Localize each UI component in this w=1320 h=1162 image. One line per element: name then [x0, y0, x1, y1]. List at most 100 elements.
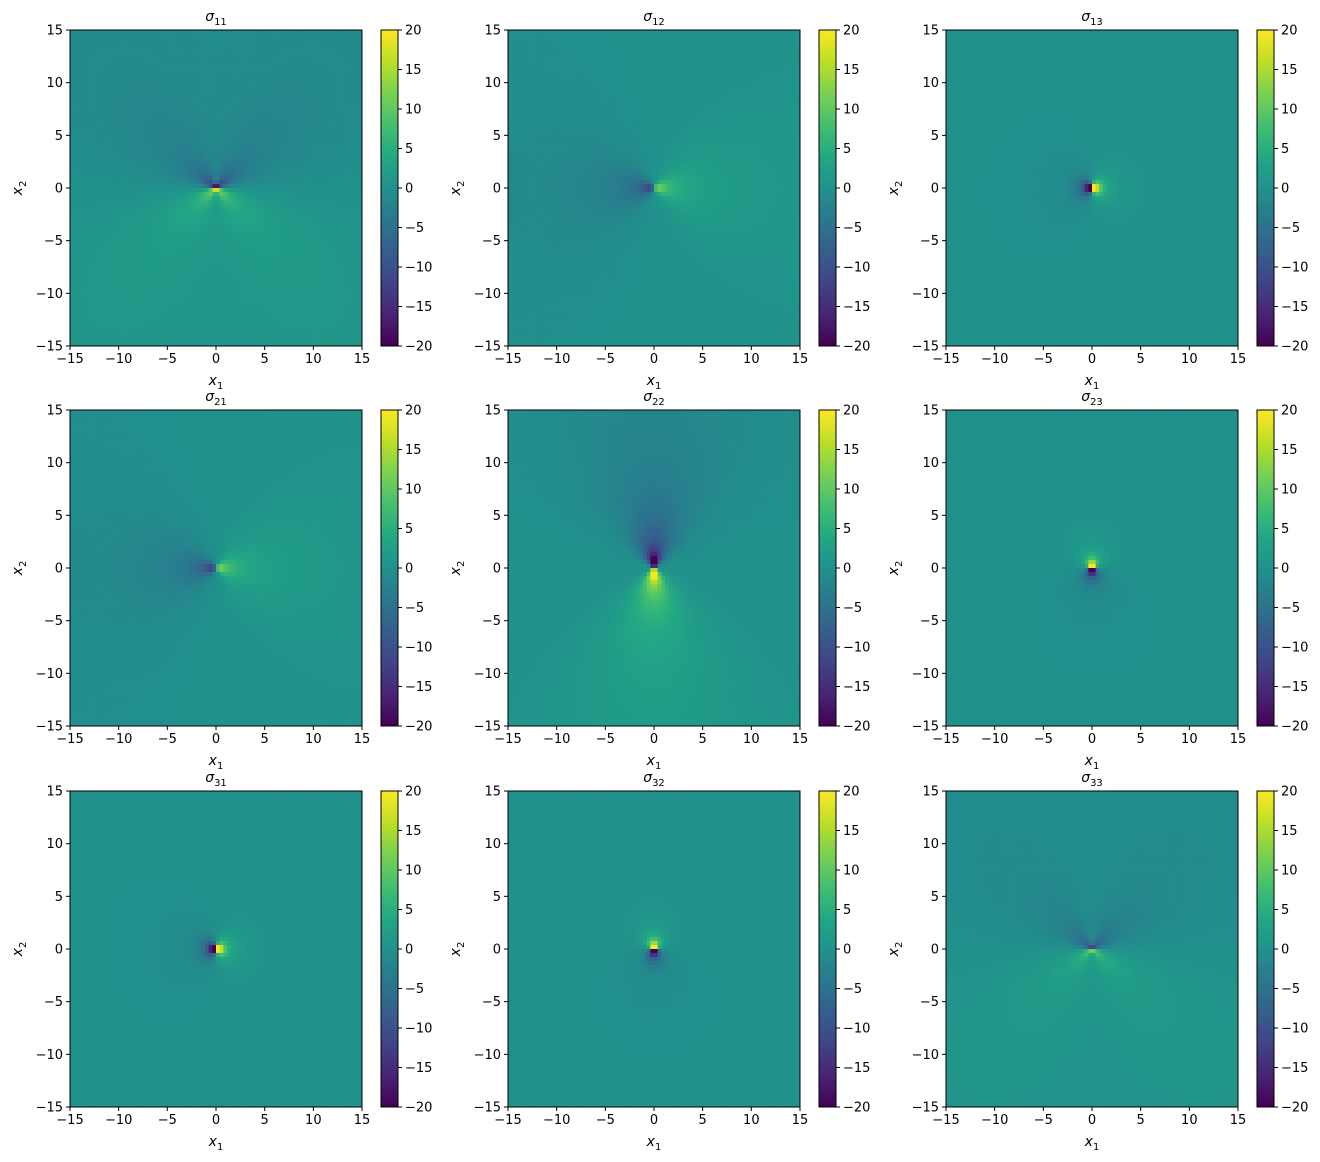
heatmap-cell	[216, 30, 220, 34]
heatmap-cell	[336, 97, 340, 101]
heatmap-cell	[216, 172, 220, 176]
heatmap-cell	[143, 156, 147, 160]
heatmap-cell	[318, 93, 322, 97]
heatmap-cell	[194, 176, 198, 180]
heatmap-cell	[326, 125, 330, 129]
heatmap-cell	[180, 176, 184, 180]
heatmap-cell	[81, 145, 85, 149]
heatmap-cell	[318, 141, 322, 145]
heatmap-cell	[70, 156, 74, 160]
heatmap-cell	[96, 30, 100, 34]
heatmap-cell	[110, 81, 114, 85]
heatmap-cell	[74, 141, 78, 145]
heatmap-cell	[311, 70, 315, 74]
heatmap-cell	[147, 34, 151, 38]
heatmap-cell	[172, 73, 176, 77]
heatmap-cell	[263, 117, 267, 121]
heatmap-cell	[260, 164, 264, 168]
heatmap-cell	[74, 137, 78, 141]
heatmap-cell	[322, 105, 326, 109]
heatmap-cell	[139, 109, 143, 113]
heatmap-cell	[158, 113, 162, 117]
heatmap-cell	[143, 73, 147, 77]
heatmap-cell	[238, 50, 242, 54]
heatmap-cell	[289, 172, 293, 176]
heatmap-cell	[340, 168, 344, 172]
heatmap-cell	[329, 149, 333, 153]
heatmap-cell	[355, 81, 359, 85]
heatmap-cell	[326, 30, 330, 34]
heatmap-cell	[88, 85, 92, 89]
heatmap-cell	[333, 113, 337, 117]
heatmap-cell	[209, 117, 213, 121]
heatmap-cell	[125, 42, 129, 46]
heatmap-cell	[311, 117, 315, 121]
heatmap-cell	[107, 160, 111, 164]
heatmap-cell	[267, 129, 271, 133]
heatmap-cell	[128, 101, 132, 105]
heatmap-cell	[187, 141, 191, 145]
heatmap-cell	[227, 109, 231, 113]
heatmap-cell	[190, 70, 194, 74]
heatmap-cell	[231, 152, 235, 156]
heatmap-cell	[347, 42, 351, 46]
heatmap-cell	[220, 172, 224, 176]
heatmap-cell	[304, 58, 308, 62]
heatmap-cell	[347, 34, 351, 38]
heatmap-cell	[311, 54, 315, 58]
heatmap-cell	[136, 97, 140, 101]
heatmap-cell	[161, 42, 165, 46]
heatmap-cell	[238, 156, 242, 160]
heatmap-cell	[220, 54, 224, 58]
heatmap-cell	[300, 81, 304, 85]
heatmap-cell	[183, 152, 187, 156]
heatmap-cell	[176, 34, 180, 38]
heatmap-cell	[285, 137, 289, 141]
heatmap-cell	[169, 42, 173, 46]
heatmap-cell	[300, 97, 304, 101]
heatmap-cell	[77, 133, 81, 137]
heatmap-cell	[333, 66, 337, 70]
heatmap-cell	[355, 101, 359, 105]
heatmap-cell	[169, 93, 173, 97]
heatmap-cell	[176, 121, 180, 125]
heatmap-cell	[121, 30, 125, 34]
heatmap-cell	[165, 145, 169, 149]
heatmap-cell	[187, 133, 191, 137]
heatmap-cell	[318, 50, 322, 54]
heatmap-cell	[99, 46, 103, 50]
heatmap-cell	[285, 66, 289, 70]
heatmap-cell	[172, 30, 176, 34]
heatmap-cell	[169, 168, 173, 172]
heatmap-cell	[180, 105, 184, 109]
heatmap-cell	[351, 38, 355, 42]
heatmap-cell	[190, 113, 194, 117]
heatmap-cell	[329, 117, 333, 121]
heatmap-cell	[187, 152, 191, 156]
heatmap-cell	[190, 152, 194, 156]
heatmap-cell	[216, 149, 220, 153]
heatmap-cell	[304, 109, 308, 113]
heatmap-cell	[85, 58, 89, 62]
heatmap-cell	[209, 156, 213, 160]
heatmap-cell	[216, 34, 220, 38]
heatmap-cell	[85, 46, 89, 50]
heatmap-cell	[267, 133, 271, 137]
heatmap-cell	[347, 113, 351, 117]
heatmap-cell	[198, 30, 202, 34]
heatmap-cell	[190, 176, 194, 180]
heatmap-cell	[234, 50, 238, 54]
heatmap-cell	[304, 70, 308, 74]
heatmap-cell	[315, 164, 319, 168]
heatmap-cell	[110, 58, 114, 62]
heatmap-cell	[336, 113, 340, 117]
heatmap-cell	[315, 172, 319, 176]
heatmap-cell	[227, 129, 231, 133]
heatmap-cell	[121, 168, 125, 172]
heatmap-cell	[256, 93, 260, 97]
heatmap-cell	[96, 62, 100, 66]
heatmap-cell	[143, 70, 147, 74]
heatmap-cell	[117, 34, 121, 38]
heatmap-cell	[355, 129, 359, 133]
heatmap-cell	[271, 70, 275, 74]
